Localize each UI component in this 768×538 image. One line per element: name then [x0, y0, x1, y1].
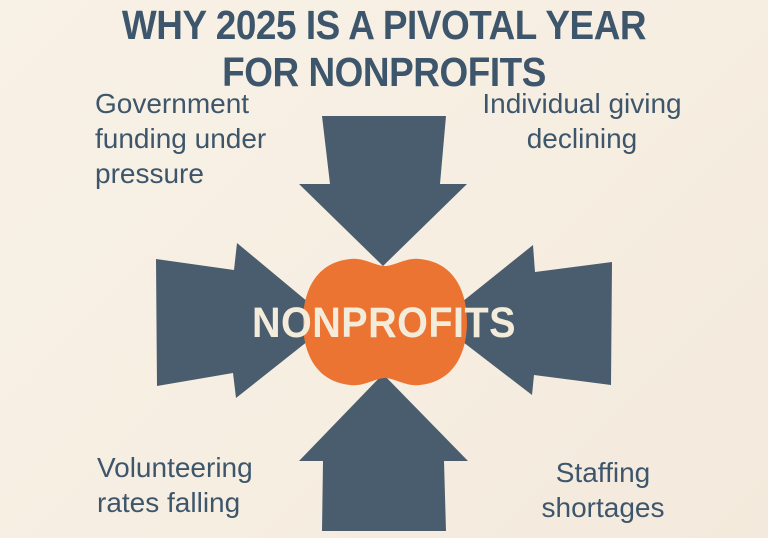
- page-title: WHY 2025 IS A PIVOTAL YEAR FOR NONPROFIT…: [0, 2, 768, 96]
- page-title-line-1: WHY 2025 IS A PIVOTAL YEAR: [121, 2, 647, 48]
- arrow-right-icon: [156, 243, 332, 398]
- factor-line: declining: [526, 123, 638, 154]
- nonprofits-blob: [303, 258, 467, 386]
- factor-line: pressure: [95, 158, 204, 189]
- arrow-up-icon: [299, 374, 468, 531]
- center-label: NONPROFITS: [252, 299, 516, 347]
- factor-line: shortages: [541, 492, 665, 523]
- factor-individual-giving: Individual giving declining: [451, 86, 713, 156]
- factor-line: Government: [95, 88, 250, 119]
- factor-line: Volunteering: [97, 452, 253, 483]
- factor-line: rates falling: [97, 487, 241, 518]
- factor-staffing-shortages: Staffing shortages: [483, 455, 723, 525]
- factor-line: funding under: [95, 123, 267, 154]
- factor-volunteering-rates: Volunteering rates falling: [97, 450, 253, 520]
- arrow-down-icon: [299, 116, 467, 266]
- page-title-line-2: FOR NONPROFITS: [222, 49, 546, 95]
- factor-government-funding: Government funding under pressure: [95, 86, 266, 191]
- arrow-left-icon: [437, 245, 612, 395]
- factor-line: Individual giving: [482, 88, 682, 119]
- factor-line: Staffing: [555, 457, 651, 488]
